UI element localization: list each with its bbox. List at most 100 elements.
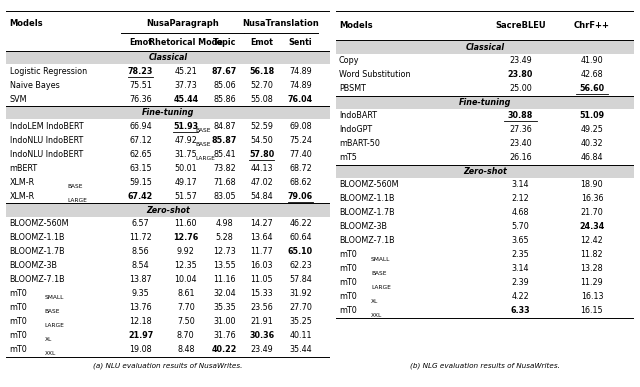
Text: 21.91: 21.91 — [250, 317, 273, 326]
Text: BASE: BASE — [371, 271, 387, 276]
Text: NusaTranslation: NusaTranslation — [243, 19, 319, 28]
Text: Classical: Classical — [148, 53, 188, 62]
Text: 27.70: 27.70 — [289, 303, 312, 312]
Text: 84.87: 84.87 — [213, 122, 236, 131]
Text: 21.97: 21.97 — [128, 331, 153, 340]
Text: 51.09: 51.09 — [579, 111, 605, 120]
Text: BLOOMZ-560M: BLOOMZ-560M — [10, 219, 69, 228]
Text: BLOOMZ-3B: BLOOMZ-3B — [339, 222, 387, 231]
Text: 10.04: 10.04 — [175, 275, 197, 284]
Text: 16.15: 16.15 — [580, 307, 604, 315]
Text: 13.55: 13.55 — [213, 261, 236, 270]
Text: 40.11: 40.11 — [289, 331, 312, 340]
Text: mT0: mT0 — [339, 250, 356, 259]
Text: 13.64: 13.64 — [250, 233, 273, 242]
Text: 32.04: 32.04 — [213, 289, 236, 298]
Text: 78.23: 78.23 — [128, 67, 153, 76]
Text: 85.87: 85.87 — [212, 136, 237, 145]
Text: 50.01: 50.01 — [175, 164, 197, 173]
Text: 4.22: 4.22 — [511, 292, 529, 301]
Text: 14.27: 14.27 — [250, 219, 273, 228]
Text: 8.70: 8.70 — [177, 331, 195, 340]
Text: 31.76: 31.76 — [213, 331, 236, 340]
Text: 23.56: 23.56 — [250, 303, 273, 312]
Text: 11.60: 11.60 — [175, 219, 197, 228]
Text: 60.64: 60.64 — [289, 233, 312, 242]
Text: BLOOMZ-3B: BLOOMZ-3B — [10, 261, 58, 270]
Text: 31.92: 31.92 — [289, 289, 312, 298]
Text: 51.57: 51.57 — [174, 192, 197, 201]
Text: 11.16: 11.16 — [213, 275, 236, 284]
Text: 30.36: 30.36 — [249, 331, 275, 340]
Text: 12.76: 12.76 — [173, 233, 198, 242]
Text: 12.73: 12.73 — [213, 247, 236, 256]
Text: Fine-tuning: Fine-tuning — [459, 98, 511, 107]
Text: 27.36: 27.36 — [509, 125, 532, 134]
Text: PBSMT: PBSMT — [339, 84, 366, 93]
Text: 62.65: 62.65 — [129, 150, 152, 159]
Text: 12.42: 12.42 — [580, 236, 604, 245]
Text: Zero-shot: Zero-shot — [463, 167, 507, 176]
Text: mT0: mT0 — [339, 292, 356, 301]
Text: 87.67: 87.67 — [212, 67, 237, 76]
Text: XXL: XXL — [45, 351, 56, 356]
Text: 26.16: 26.16 — [509, 153, 532, 162]
Text: 13.28: 13.28 — [580, 264, 604, 273]
Text: 25.00: 25.00 — [509, 84, 532, 93]
Bar — [336, 165, 634, 178]
Text: 23.49: 23.49 — [250, 345, 273, 354]
Text: LARGE: LARGE — [45, 324, 65, 329]
Text: 3.14: 3.14 — [512, 264, 529, 273]
Text: 57.80: 57.80 — [249, 150, 275, 159]
Text: 7.50: 7.50 — [177, 317, 195, 326]
Text: IndoGPT: IndoGPT — [339, 125, 372, 134]
Text: 47.02: 47.02 — [250, 178, 273, 187]
Text: 59.15: 59.15 — [129, 178, 152, 187]
Text: 49.25: 49.25 — [580, 125, 604, 134]
Text: Topic: Topic — [213, 38, 236, 46]
Text: 66.94: 66.94 — [129, 122, 152, 131]
Text: LARGE: LARGE — [371, 285, 391, 290]
Text: 52.59: 52.59 — [250, 122, 273, 131]
Text: mT5: mT5 — [339, 153, 357, 162]
Text: mT0: mT0 — [10, 317, 28, 326]
Text: SVM: SVM — [10, 95, 27, 104]
Text: 6.33: 6.33 — [511, 307, 531, 315]
Text: 83.05: 83.05 — [213, 192, 236, 201]
Text: 74.89: 74.89 — [289, 67, 312, 76]
Text: mBART-50: mBART-50 — [339, 139, 380, 148]
Text: SMALL: SMALL — [45, 295, 64, 300]
Text: XLM-R: XLM-R — [10, 178, 35, 187]
Text: 47.92: 47.92 — [174, 136, 197, 145]
Text: 46.22: 46.22 — [289, 219, 312, 228]
Text: Zero-shot: Zero-shot — [146, 205, 190, 214]
Text: 67.42: 67.42 — [128, 192, 153, 201]
Text: XXL: XXL — [371, 313, 382, 318]
Text: 35.44: 35.44 — [289, 345, 312, 354]
Text: 23.40: 23.40 — [509, 139, 532, 148]
Text: BASE: BASE — [196, 142, 211, 147]
Text: 12.18: 12.18 — [129, 317, 152, 326]
Text: 15.33: 15.33 — [250, 289, 273, 298]
Text: 35.25: 35.25 — [289, 317, 312, 326]
Text: ChrF++: ChrF++ — [574, 21, 610, 31]
Text: 5.28: 5.28 — [216, 233, 234, 242]
Text: 63.15: 63.15 — [129, 164, 152, 173]
Text: 35.35: 35.35 — [213, 303, 236, 312]
Text: Classical: Classical — [465, 43, 504, 51]
Text: Fine-tuning: Fine-tuning — [142, 108, 194, 117]
Text: mBERT: mBERT — [10, 164, 38, 173]
Text: 76.36: 76.36 — [129, 95, 152, 104]
Text: 41.90: 41.90 — [580, 56, 604, 65]
Text: 23.49: 23.49 — [509, 56, 532, 65]
Text: 16.36: 16.36 — [580, 194, 603, 203]
Text: 55.08: 55.08 — [250, 95, 273, 104]
Text: Emot: Emot — [250, 38, 273, 46]
Text: 8.48: 8.48 — [177, 345, 195, 354]
Text: 24.34: 24.34 — [579, 222, 605, 231]
Text: 2.39: 2.39 — [511, 278, 529, 288]
Text: 19.08: 19.08 — [129, 345, 152, 354]
Text: 56.18: 56.18 — [249, 67, 275, 76]
Text: 3.65: 3.65 — [512, 236, 529, 245]
Text: 9.35: 9.35 — [132, 289, 149, 298]
